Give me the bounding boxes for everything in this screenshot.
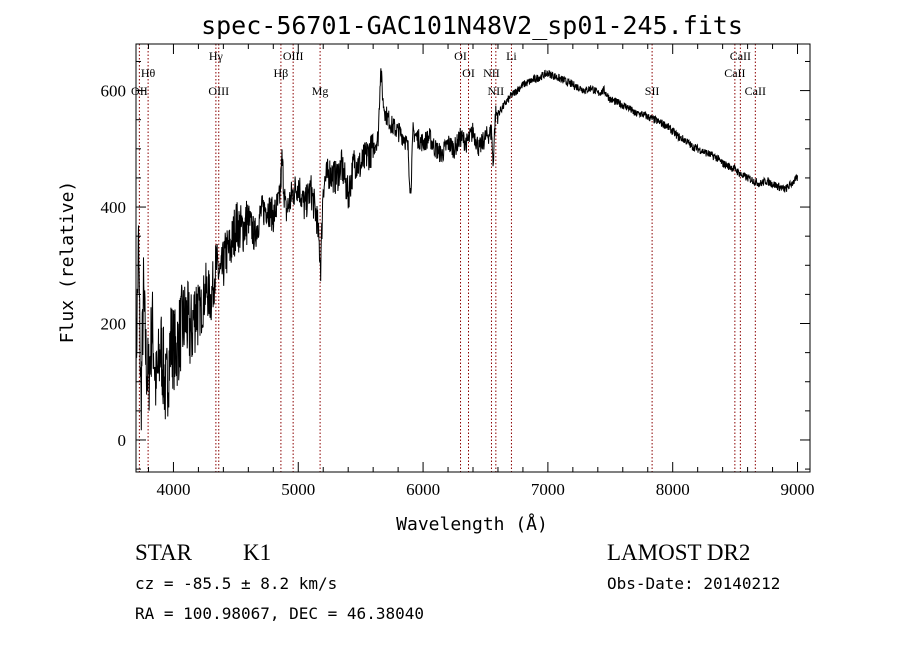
x-tick-label-3: 7000 bbox=[531, 480, 565, 499]
line-label-12: SII bbox=[645, 84, 660, 98]
chart-title: spec-56701-GAC101N48V2_sp01-245.fits bbox=[201, 11, 743, 40]
y-tick-label-1: 200 bbox=[101, 315, 127, 334]
line-label-8: OI bbox=[462, 66, 475, 80]
line-label-14: CaII bbox=[730, 49, 751, 63]
object-subclass: K1 bbox=[243, 540, 272, 565]
redshift-cz: cz = -85.5 ± 8.2 km/s bbox=[135, 574, 338, 593]
x-tick-label-1: 5000 bbox=[281, 480, 315, 499]
axis-ticks: 4000 5000 6000 7000 8000 9000 0 200 400 600 bbox=[101, 44, 815, 499]
y-axis-label: Flux (relative) bbox=[57, 181, 78, 344]
survey-name: LAMOST DR2 bbox=[607, 540, 751, 565]
coordinates: RA = 100.98067, DEC = 46.38040 bbox=[135, 604, 424, 623]
object-class: STAR bbox=[135, 540, 192, 565]
line-label-4: Hβ bbox=[274, 66, 289, 80]
plot-frame bbox=[135, 43, 811, 473]
x-tick-label-5: 9000 bbox=[781, 480, 815, 499]
line-label-6: Mg bbox=[312, 84, 329, 98]
line-label-9: NII bbox=[483, 66, 500, 80]
line-label-3: OIII bbox=[208, 84, 229, 98]
series-line-spectrum bbox=[135, 68, 798, 431]
y-tick-label-3: 600 bbox=[101, 82, 127, 101]
line-label-15: CaII bbox=[745, 84, 766, 98]
line-label-2: Hγ bbox=[209, 49, 224, 63]
line-label-11: Li bbox=[506, 49, 517, 63]
line-label-0: Hθ bbox=[141, 66, 156, 80]
line-label-13: CaII bbox=[724, 66, 745, 80]
y-tick-label-0: 0 bbox=[118, 431, 127, 450]
line-label-7: OI bbox=[454, 49, 467, 63]
spectral-line-markers bbox=[138, 44, 756, 472]
x-axis-label: Wavelength (Å) bbox=[396, 513, 548, 535]
x-tick-label-0: 4000 bbox=[156, 480, 190, 499]
line-label-10: NII bbox=[488, 84, 505, 98]
observation-date: Obs-Date: 20140212 bbox=[607, 574, 781, 593]
x-tick-label-4: 8000 bbox=[656, 480, 690, 499]
line-label-5: OIII bbox=[283, 49, 304, 63]
line-label-1: OII bbox=[131, 84, 148, 98]
x-tick-label-2: 6000 bbox=[406, 480, 440, 499]
y-tick-label-2: 400 bbox=[101, 198, 127, 217]
